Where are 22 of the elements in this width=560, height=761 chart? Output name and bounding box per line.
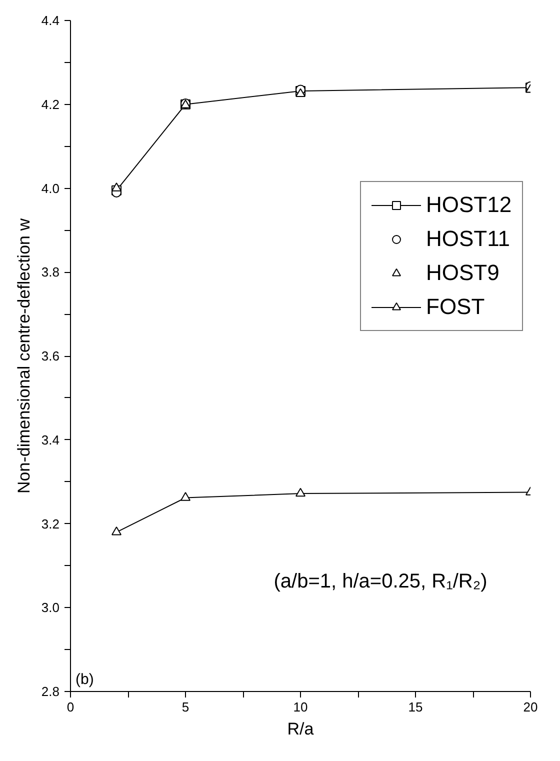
- legend-label: HOST9: [426, 260, 500, 286]
- y-tick-label: 4.4: [41, 13, 60, 28]
- x-tick-label: 20: [523, 700, 538, 714]
- x-tick-label: 5: [182, 700, 190, 714]
- annotation: (b): [76, 671, 94, 688]
- x-tick-label: 0: [66, 700, 74, 714]
- y-tick-label: 4.0: [41, 180, 60, 196]
- y-tick-label: 3.2: [41, 516, 60, 532]
- annotation: (a/b=1, h/a=0.25, R₁/R₂): [274, 570, 488, 592]
- legend-label: FOST: [426, 294, 485, 320]
- y-tick-label: 3.4: [41, 432, 60, 448]
- y-tick-label: 3.0: [41, 600, 60, 616]
- y-tick-label: 3.6: [41, 348, 60, 364]
- y-tick-label: 3.8: [41, 264, 60, 280]
- x-tick-label: 15: [408, 700, 423, 714]
- legend-label: HOST11: [426, 226, 510, 252]
- x-axis-title: R/a: [287, 720, 314, 738]
- x-tick-label: 10: [293, 700, 308, 714]
- y-tick-label: 2.8: [41, 684, 60, 699]
- y-tick-label: 4.2: [41, 96, 60, 112]
- y-axis-title: Non-dimensional centre-deflection w: [14, 218, 34, 494]
- legend-label: HOST12: [426, 192, 512, 218]
